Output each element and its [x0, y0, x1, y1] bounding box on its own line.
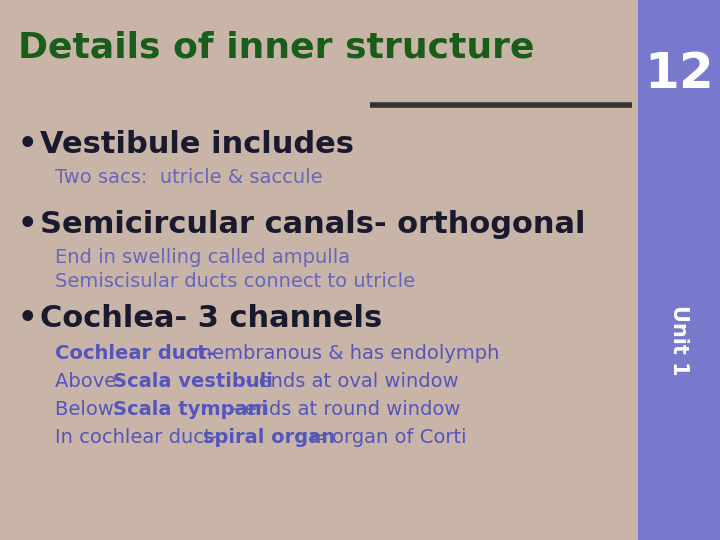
Text: Vestibule includes: Vestibule includes [40, 130, 354, 159]
Text: Cochlear duct-: Cochlear duct- [55, 344, 215, 363]
Text: Semicircular canals- orthogonal: Semicircular canals- orthogonal [40, 210, 585, 239]
Text: 12: 12 [644, 50, 714, 98]
Bar [638, 0, 720, 540]
Text: Unit 1: Unit 1 [669, 305, 689, 375]
Text: - ends at oval window: - ends at oval window [239, 372, 459, 391]
Text: •: • [18, 304, 37, 333]
Text: In cochlear duct-: In cochlear duct- [55, 428, 225, 447]
Text: membranous & has endolymph: membranous & has endolymph [187, 344, 500, 363]
Text: End in swelling called ampulla: End in swelling called ampulla [55, 248, 350, 267]
Text: Cochlea- 3 channels: Cochlea- 3 channels [40, 304, 382, 333]
Text: •: • [18, 130, 37, 159]
Text: Details of inner structure: Details of inner structure [18, 30, 534, 64]
Text: Above:: Above: [55, 372, 129, 391]
Text: Below:: Below: [55, 400, 125, 419]
Text: spiral organ: spiral organ [203, 428, 335, 447]
Text: - ends at round window: - ends at round window [225, 400, 460, 419]
Text: = organ of Corti: = organ of Corti [303, 428, 467, 447]
Text: Semiscisular ducts connect to utricle: Semiscisular ducts connect to utricle [55, 272, 415, 291]
Text: •: • [18, 210, 37, 239]
Text: Scala vestibuli: Scala vestibuli [113, 372, 273, 391]
Text: Scala tympani: Scala tympani [113, 400, 268, 419]
Text: Two sacs:  utricle & saccule: Two sacs: utricle & saccule [55, 168, 323, 187]
